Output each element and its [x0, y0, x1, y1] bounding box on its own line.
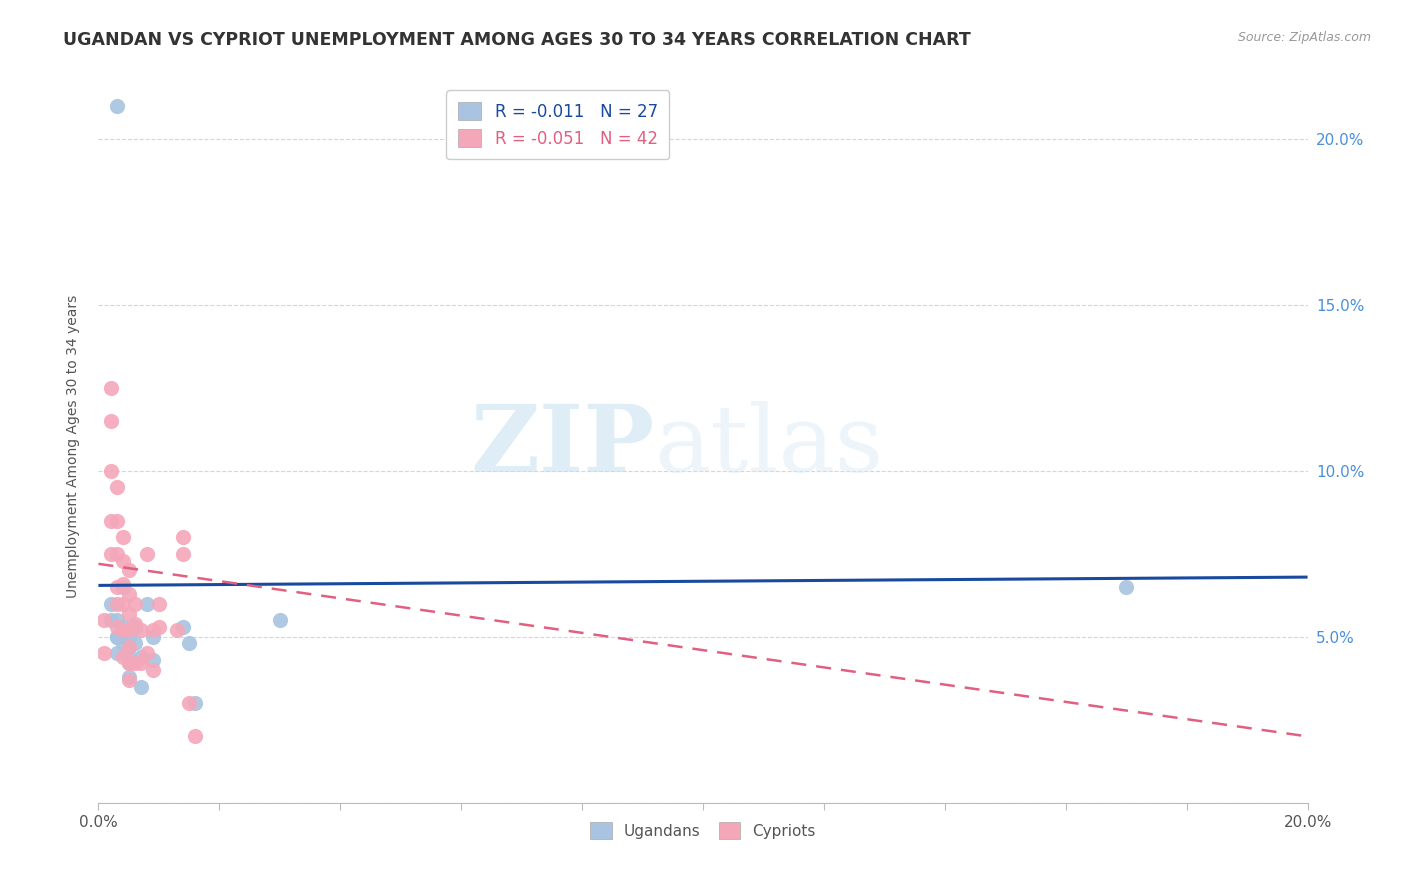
Point	[100, 514, 122, 528]
Point	[142, 663, 165, 677]
Point	[172, 620, 194, 634]
Text: UGANDAN VS CYPRIOT UNEMPLOYMENT AMONG AGES 30 TO 34 YEARS CORRELATION CHART: UGANDAN VS CYPRIOT UNEMPLOYMENT AMONG AG…	[63, 31, 972, 49]
Text: Source: ZipAtlas.com: Source: ZipAtlas.com	[1237, 31, 1371, 45]
Y-axis label: Unemployment Among Ages 30 to 34 years: Unemployment Among Ages 30 to 34 years	[66, 294, 80, 598]
Point	[111, 624, 134, 638]
Point	[100, 597, 122, 611]
Point	[100, 464, 122, 478]
Point	[124, 636, 146, 650]
Point	[105, 514, 128, 528]
Point	[118, 649, 141, 664]
Point	[124, 657, 146, 671]
Point	[1115, 580, 1137, 594]
Point	[172, 530, 194, 544]
Point	[118, 564, 141, 578]
Point	[118, 657, 141, 671]
Point	[111, 580, 134, 594]
Point	[135, 547, 157, 561]
Point	[118, 657, 141, 671]
Point	[105, 647, 128, 661]
Point	[111, 576, 134, 591]
Point	[118, 673, 141, 687]
Point	[142, 653, 165, 667]
Point	[105, 620, 128, 634]
Point	[118, 624, 141, 638]
Point	[118, 607, 141, 621]
Point	[184, 696, 207, 710]
Point	[105, 630, 128, 644]
Point	[124, 620, 146, 634]
Point	[111, 636, 134, 650]
Point	[135, 597, 157, 611]
Point	[179, 696, 201, 710]
Point	[118, 640, 141, 654]
Point	[184, 730, 207, 744]
Point	[93, 613, 115, 627]
Point	[105, 547, 128, 561]
Point	[105, 597, 128, 611]
Point	[100, 381, 122, 395]
Point	[111, 553, 134, 567]
Point	[111, 597, 134, 611]
Point	[135, 647, 157, 661]
Point	[100, 613, 122, 627]
Point	[100, 414, 122, 428]
Text: ZIP: ZIP	[471, 401, 655, 491]
Point	[105, 613, 128, 627]
Point	[93, 647, 115, 661]
Point	[111, 649, 134, 664]
Point	[129, 624, 152, 638]
Point	[129, 657, 152, 671]
Point	[118, 670, 141, 684]
Point	[269, 613, 291, 627]
Point	[124, 597, 146, 611]
Point	[118, 587, 141, 601]
Point	[142, 624, 165, 638]
Point	[111, 620, 134, 634]
Point	[118, 640, 141, 654]
Point	[148, 620, 170, 634]
Point	[105, 630, 128, 644]
Legend: Ugandans, Cypriots: Ugandans, Cypriots	[583, 816, 823, 845]
Point	[118, 630, 141, 644]
Point	[142, 630, 165, 644]
Text: atlas: atlas	[655, 401, 884, 491]
Point	[124, 616, 146, 631]
Point	[129, 649, 152, 664]
Point	[105, 580, 128, 594]
Point	[105, 99, 128, 113]
Point	[172, 547, 194, 561]
Point	[105, 481, 128, 495]
Point	[100, 547, 122, 561]
Point	[148, 597, 170, 611]
Point	[111, 530, 134, 544]
Point	[129, 680, 152, 694]
Point	[166, 624, 188, 638]
Point	[179, 636, 201, 650]
